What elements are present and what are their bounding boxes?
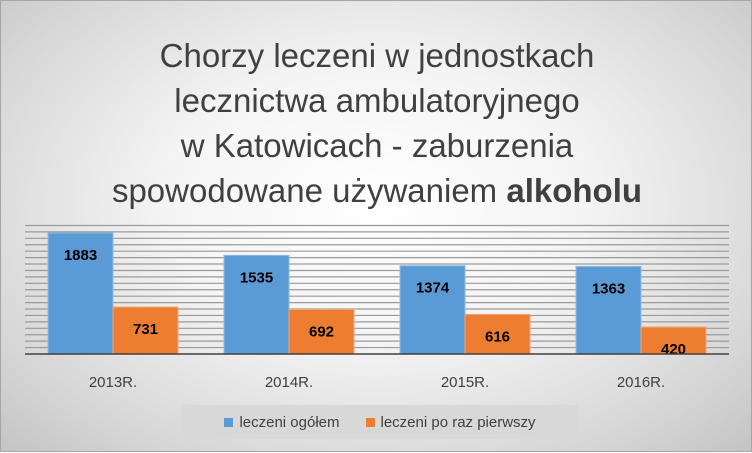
title-line-4-prefix: spowodowane używaniem bbox=[111, 172, 507, 209]
bar-series-1 bbox=[47, 232, 114, 355]
legend: leczeni ogółem leczeni po raz pierwszy bbox=[181, 405, 579, 439]
x-tick-label: 2014R. bbox=[265, 374, 313, 391]
bar-series-2 bbox=[464, 313, 531, 355]
chart-title: Chorzy leczeni w jednostkach lecznictwa … bbox=[1, 33, 752, 213]
data-label: 1374 bbox=[416, 280, 450, 297]
data-label: 731 bbox=[133, 321, 158, 338]
data-label: 1535 bbox=[240, 269, 273, 286]
data-label: 1363 bbox=[592, 280, 625, 297]
bar-series-1 bbox=[223, 254, 290, 355]
legend-swatch-series-1 bbox=[224, 417, 234, 427]
title-line-1: Chorzy leczeni w jednostkach bbox=[159, 37, 595, 74]
legend-item-series-2: leczeni po raz pierwszy bbox=[365, 413, 536, 431]
title-line-4: spowodowane używaniem alkoholu bbox=[1, 168, 752, 213]
data-label: 692 bbox=[309, 324, 334, 341]
x-tick-label: 2015R. bbox=[441, 374, 489, 391]
bar-series-2 bbox=[112, 306, 179, 355]
title-line-2: lecznictwa ambulatoryjnego bbox=[174, 82, 580, 119]
x-tick-label: 2016R. bbox=[617, 374, 665, 391]
bar-series-1 bbox=[575, 265, 642, 355]
bar-series-1 bbox=[399, 265, 466, 355]
title-line-3: w Katowicach - zaburzenia bbox=[180, 127, 574, 164]
legend-label-series-1: leczeni ogółem bbox=[239, 413, 340, 431]
data-label: 420 bbox=[661, 341, 686, 358]
bar-series-2 bbox=[640, 326, 707, 355]
title-line-4-bold: alkoholu bbox=[506, 172, 643, 209]
x-tick-label: 2013R. bbox=[89, 374, 137, 391]
legend-item-series-1: leczeni ogółem bbox=[224, 413, 340, 431]
data-label: 1883 bbox=[64, 247, 97, 264]
legend-label-series-2: leczeni po raz pierwszy bbox=[380, 413, 536, 431]
data-label: 616 bbox=[485, 328, 510, 345]
legend-swatch-series-2 bbox=[365, 417, 375, 427]
